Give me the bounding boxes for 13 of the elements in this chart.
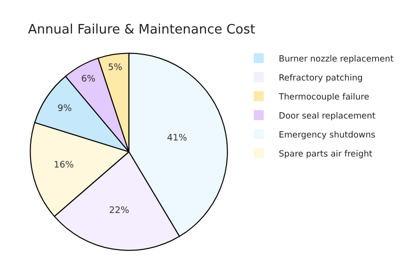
legend-label: Spare parts air freight xyxy=(278,149,374,160)
data-label: 22% xyxy=(109,206,130,216)
data-label: 41% xyxy=(166,133,188,144)
legend-label: Burner nozzle replacement xyxy=(278,54,394,64)
data-label: 16% xyxy=(54,160,74,170)
legend-label: Thermocouple failure xyxy=(278,92,370,102)
legend-label: Refractory patching xyxy=(278,73,363,84)
data-label: 5% xyxy=(108,62,123,73)
slice-label: Emergency shutdowns xyxy=(278,130,376,140)
data-label: 6% xyxy=(81,74,96,84)
data-label: 9% xyxy=(57,104,72,114)
legend-label: Door seal replacement xyxy=(278,111,376,122)
chart-title: Annual Failure & Maintenance Cost xyxy=(28,22,256,38)
